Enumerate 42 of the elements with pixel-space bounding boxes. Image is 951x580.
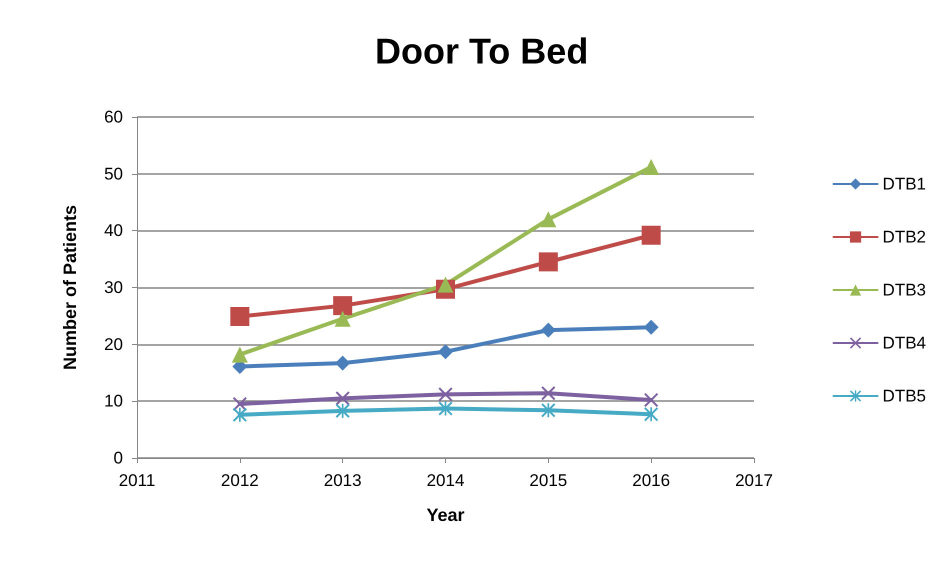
x-tick-label: 2011 bbox=[118, 471, 156, 490]
y-tick-label: 40 bbox=[104, 221, 123, 240]
y-tick-label: 0 bbox=[114, 448, 123, 468]
point bbox=[438, 344, 453, 360]
point bbox=[232, 346, 248, 363]
point bbox=[333, 296, 352, 316]
y-axis-title: Number of Patients bbox=[60, 204, 80, 370]
point bbox=[541, 386, 556, 400]
y-tick-label: 60 bbox=[104, 108, 123, 126]
x-tick-label: 2017 bbox=[735, 471, 773, 490]
point bbox=[232, 408, 247, 422]
point bbox=[540, 322, 556, 338]
legend-label: DTB4 bbox=[882, 334, 926, 352]
x-tick-label: 2013 bbox=[324, 471, 362, 490]
point bbox=[540, 211, 556, 228]
point bbox=[438, 387, 452, 402]
chart-title: Door To Bed bbox=[375, 30, 588, 72]
point bbox=[335, 356, 350, 371]
point bbox=[644, 393, 658, 408]
y-tick-label: 20 bbox=[104, 334, 123, 354]
point bbox=[538, 252, 558, 272]
point bbox=[230, 306, 250, 326]
point bbox=[336, 391, 350, 406]
x-tick-label: 2016 bbox=[632, 471, 670, 490]
point bbox=[336, 404, 350, 418]
y-tick-label: 30 bbox=[104, 278, 123, 297]
point bbox=[643, 159, 660, 176]
point bbox=[438, 402, 452, 416]
x-tick-label: 2015 bbox=[529, 471, 568, 490]
x-tick-label: 2014 bbox=[426, 471, 464, 490]
point bbox=[642, 226, 661, 245]
legend-label: DTB2 bbox=[882, 228, 926, 246]
point bbox=[334, 310, 351, 327]
legend-label: DTB3 bbox=[882, 280, 926, 300]
legend-label: DTB5 bbox=[882, 386, 926, 406]
y-tick-label: 10 bbox=[104, 392, 123, 411]
x-axis-title: Year bbox=[426, 505, 465, 525]
x-tick-label: 2012 bbox=[220, 471, 259, 490]
point bbox=[644, 320, 659, 335]
y-tick-label: 50 bbox=[104, 164, 123, 184]
point bbox=[438, 276, 454, 293]
legend-label: DTB1 bbox=[882, 174, 926, 194]
